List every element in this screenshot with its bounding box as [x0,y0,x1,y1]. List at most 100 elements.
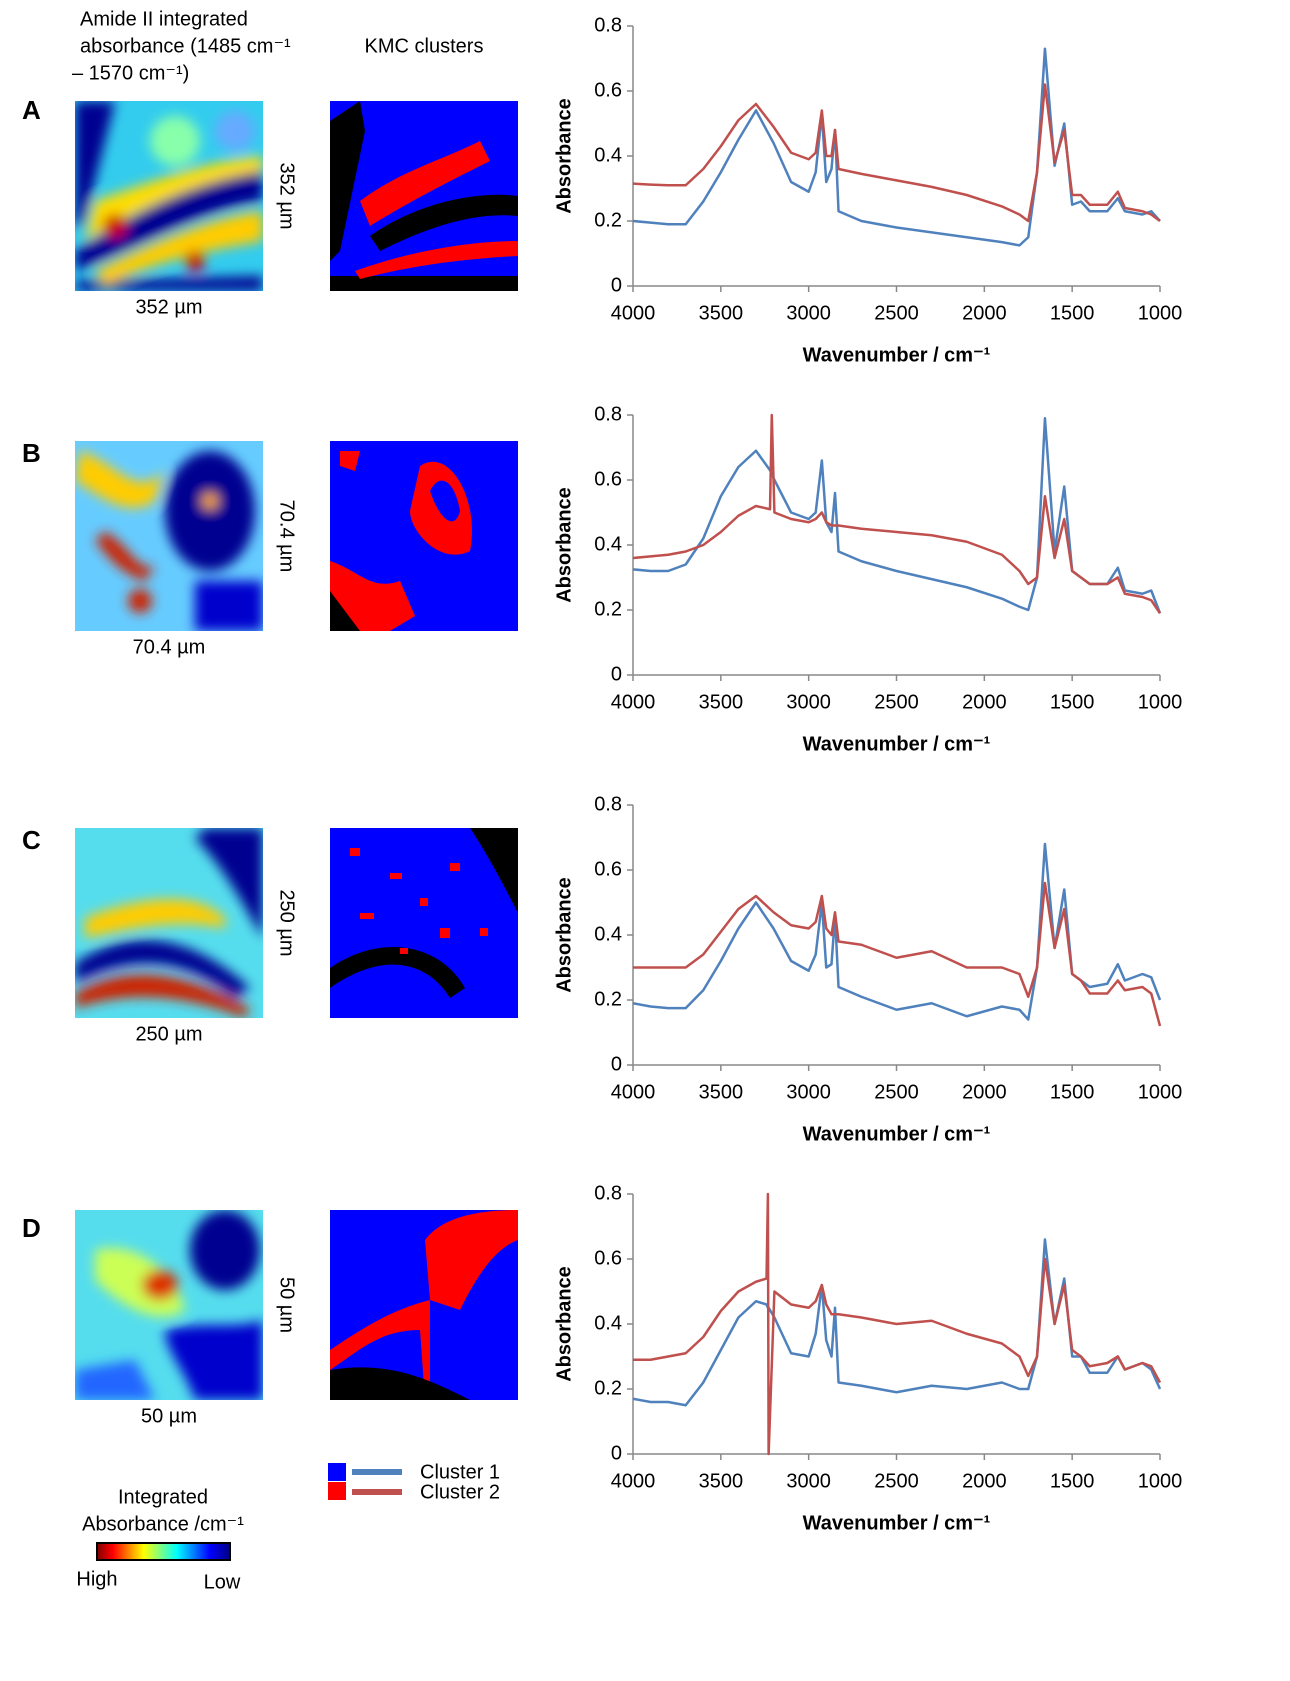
y-axis-title: Absorbance [553,877,575,993]
x-tick-label: 3000 [786,691,831,713]
x-tick-label: 3000 [786,1081,831,1103]
colorbar-title: Absorbance /cm⁻¹ [82,1513,244,1535]
y-axis-title: Absorbance [553,487,575,603]
x-tick-label: 3000 [786,1470,831,1492]
y-tick-label: 0.8 [594,403,622,425]
chart: 0 0.2 0.4 0.6 0.8 4000 3500 3000 2500 2000 1500 100… [553,403,1182,755]
scale-y-label: 352 µm [276,162,298,229]
scale-y-label: 70.4 µm [276,500,298,573]
y-tick-label: 0.8 [594,793,622,815]
y-tick-label: 0.8 [594,1182,622,1204]
x-tick-label: 1500 [1050,1081,1095,1103]
colorbar-high: High [76,1568,117,1590]
y-tick-label: 0.2 [594,209,622,231]
scale-x-label: 352 µm [135,296,202,318]
cluster-image [330,441,518,631]
x-tick-label: 2000 [962,691,1007,713]
map-title: – 1570 cm⁻¹) [72,62,189,84]
map-title: absorbance (1485 cm⁻¹ [80,35,291,57]
x-axis-title: Wavenumber / cm⁻¹ [803,733,991,755]
x-tick-label: 2500 [874,1470,919,1492]
y-tick-label: 0.6 [594,468,622,490]
x-axis-title: Wavenumber / cm⁻¹ [803,344,991,366]
y-tick-label: 0.4 [594,533,622,555]
y-tick-label: 0 [611,1442,622,1464]
heatmap-image [75,101,263,291]
heatmap-image [75,441,263,631]
x-tick-label: 3500 [699,1081,744,1103]
spectrum-line [632,83,1161,223]
chart: 0 0.2 0.4 0.6 0.8 4000 3500 3000 2500 2000 1500 100… [553,793,1182,1145]
legend-label: Cluster 2 [420,1481,500,1503]
y-tick-label: 0 [611,1053,622,1075]
y-tick-label: 0.2 [594,988,622,1010]
y-tick-label: 0.6 [594,1247,622,1269]
y-tick-label: 0.4 [594,144,622,166]
scale-y-label: 50 µm [276,1277,298,1333]
y-tick-label: 0.8 [594,14,622,36]
x-tick-label: 3500 [699,302,744,324]
x-tick-label: 1000 [1138,302,1183,324]
x-tick-label: 4000 [611,1081,656,1103]
legend-swatch [328,1482,346,1500]
spectrum-line [632,47,1161,247]
header: Amide II integrated absorbance (1485 cm⁻… [72,8,483,84]
x-axis-title: Wavenumber / cm⁻¹ [803,1512,991,1534]
x-tick-label: 2000 [962,1081,1007,1103]
y-tick-label: 0 [611,274,622,296]
colorbar-gradient [96,1542,231,1561]
map-title: Amide II integrated [80,8,248,30]
chart: 0 0.2 0.4 0.6 0.8 4000 3500 3000 2500 2000 1500 100… [553,14,1182,366]
y-tick-label: 0.6 [594,858,622,880]
spectrum-line [633,1192,1162,1456]
y-tick-label: 0 [611,663,622,685]
x-tick-label: 2500 [874,302,919,324]
y-axis-title: Absorbance [553,1266,575,1382]
y-tick-label: 0.6 [594,79,622,101]
scale-x-label: 70.4 µm [133,636,206,658]
scale-x-label: 50 µm [141,1405,197,1427]
y-tick-label: 0.4 [594,923,622,945]
colorbar: Integrated Absorbance /cm⁻¹ High Low [76,1486,244,1593]
cluster-image [330,828,518,1018]
spectrum-line [632,413,1162,614]
x-tick-label: 1500 [1050,1470,1095,1492]
spectrum-line [632,842,1162,1021]
x-tick-label: 3500 [699,691,744,713]
spectrum-line [632,417,1162,614]
cluster-image [330,101,518,291]
x-tick-label: 1000 [1138,1470,1183,1492]
spectrum-line [632,1238,1162,1407]
x-tick-label: 3000 [786,302,831,324]
spectrum-line [633,881,1162,1027]
y-tick-label: 0.4 [594,1312,622,1334]
colorbar-low: Low [204,1571,241,1593]
cluster-image [330,1210,518,1400]
x-tick-label: 4000 [611,1470,656,1492]
x-tick-label: 1000 [1138,691,1183,713]
x-tick-label: 1500 [1050,691,1095,713]
x-tick-label: 2000 [962,1470,1007,1492]
x-tick-label: 2500 [874,691,919,713]
panel-letter: B [22,438,41,468]
x-tick-label: 3500 [699,1470,744,1492]
panel-letter: A [22,95,41,125]
scale-y-label: 250 µm [276,889,298,956]
x-tick-label: 4000 [611,302,656,324]
kmc-title: KMC clusters [365,35,484,57]
legend-swatch [328,1463,346,1481]
legend-label: Cluster 1 [420,1461,500,1483]
heatmap-image [75,1210,263,1400]
chart: 0 0.2 0.4 0.6 0.8 4000 3500 3000 2500 2000 1500 100… [553,1182,1182,1534]
x-tick-label: 4000 [611,691,656,713]
x-tick-label: 2500 [874,1081,919,1103]
colorbar-title: Integrated [118,1486,208,1508]
x-axis-title: Wavenumber / cm⁻¹ [803,1123,991,1145]
y-axis-title: Absorbance [553,98,575,214]
x-tick-label: 2000 [962,302,1007,324]
y-tick-label: 0.2 [594,1377,622,1399]
heatmap-image [75,828,263,1018]
y-tick-label: 0.2 [594,598,622,620]
x-tick-label: 1000 [1138,1081,1183,1103]
